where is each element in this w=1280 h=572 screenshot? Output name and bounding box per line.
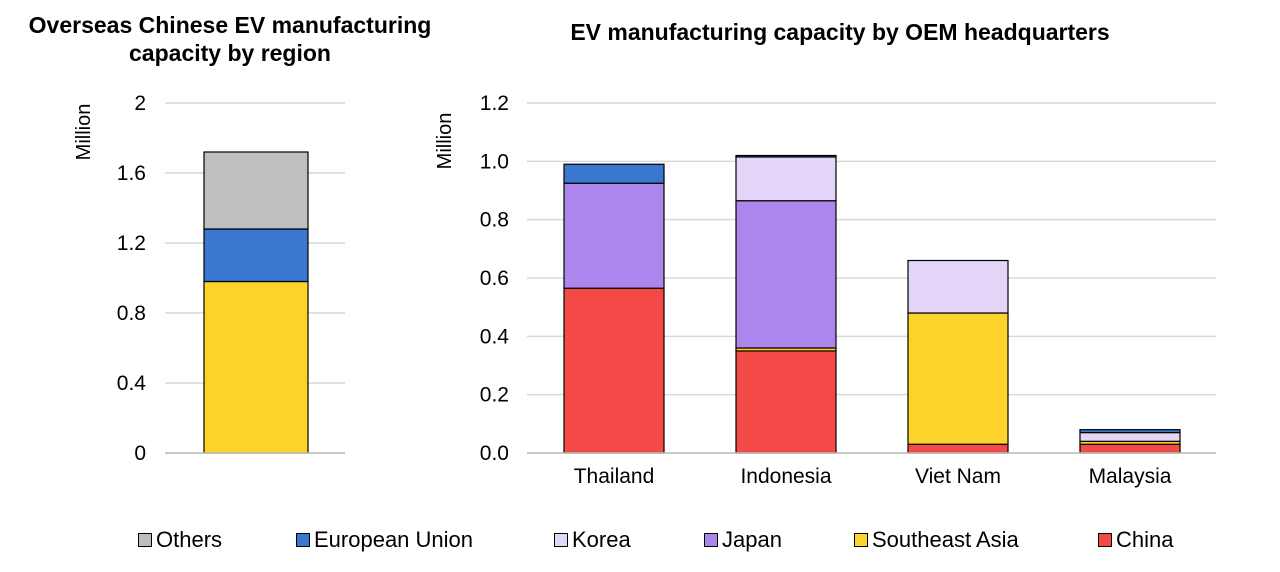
- y-tick-label-1-3: 0.6: [480, 267, 509, 290]
- bar-segment-1-2-southeast-asia: [907, 312, 1009, 445]
- bar-segment-1-1-japan: [735, 200, 837, 349]
- legend-label: China: [1116, 527, 1174, 552]
- y-tick-label-1-4: 0.8: [480, 209, 509, 232]
- legend-label: European Union: [314, 527, 474, 552]
- legend-item-china: China: [1098, 526, 1173, 554]
- legend-item-others: Others: [138, 526, 222, 554]
- bar-segment-1-0-european-union: [563, 163, 665, 184]
- legend-label: Japan: [722, 527, 782, 552]
- chart-legend: Others European Union Korea Japan Southeast …: [0, 526, 1280, 556]
- legend-label: Korea: [572, 527, 631, 552]
- bar-segment-1-0-china: [563, 287, 665, 454]
- y-tick-label-1-2: 0.4: [480, 325, 510, 348]
- y-tick-label-1-0: 0.0: [480, 442, 509, 465]
- y-tick-label-0-4: 1.6: [117, 162, 146, 185]
- legend-item-japan: Japan: [704, 526, 782, 554]
- chart-title-left: Overseas Chinese EV manufacturing capaci…: [28, 12, 432, 66]
- bar-segment-0-0-others: [203, 151, 309, 230]
- y-axis-title-1: Million: [434, 113, 456, 170]
- y-tick-label-1-6: 1.2: [480, 92, 509, 115]
- bar-segment-1-3-european-union: [1079, 429, 1181, 434]
- legend-swatch: [296, 533, 310, 547]
- y-tick-label-0-0: 0: [134, 442, 146, 465]
- bar-segment-1-1-korea: [735, 156, 837, 202]
- bar-segment-1-3-korea: [1079, 431, 1181, 442]
- bar-segment-1-2-china: [907, 443, 1009, 454]
- x-tick-label-1-2: Viet Nam: [915, 465, 1001, 488]
- bar-segment-1-1-european-union: [735, 154, 837, 158]
- y-tick-label-0-1: 0.4: [117, 372, 147, 395]
- legend-swatch: [854, 533, 868, 547]
- bar-segment-0-0-european-union: [203, 228, 309, 283]
- chart-title-right: EV manufacturing capacity by OEM headqua…: [570, 19, 1110, 45]
- legend-swatch: [554, 533, 568, 547]
- bar-segment-1-2-korea: [907, 259, 1009, 314]
- legend-label: Southeast Asia: [872, 527, 1019, 552]
- y-tick-label-0-3: 1.2: [117, 232, 146, 255]
- y-tick-label-1-5: 1.0: [480, 150, 509, 173]
- x-tick-label-1-1: Indonesia: [740, 465, 831, 488]
- x-tick-label-1-0: Thailand: [574, 465, 655, 488]
- legend-item-european-union: European Union: [296, 526, 473, 554]
- legend-swatch: [704, 533, 718, 547]
- y-axis-title-0: Million: [73, 104, 95, 161]
- bar-segment-0-0-southeast-asia: [203, 280, 309, 454]
- y-tick-label-0-2: 0.8: [117, 302, 146, 325]
- y-tick-label-1-1: 0.2: [480, 384, 509, 407]
- legend-label: Others: [156, 527, 223, 552]
- legend-item-southeast-asia: Southeast Asia: [854, 526, 1019, 554]
- bar-segment-1-1-china: [735, 350, 837, 454]
- y-tick-label-0-5: 2: [134, 92, 146, 115]
- bar-segment-1-0-japan: [563, 182, 665, 289]
- bar-segment-1-3-china: [1079, 443, 1181, 454]
- legend-swatch: [138, 533, 152, 547]
- legend-item-korea: Korea: [554, 526, 631, 554]
- x-tick-label-1-3: Malaysia: [1089, 465, 1172, 488]
- legend-swatch: [1098, 533, 1112, 547]
